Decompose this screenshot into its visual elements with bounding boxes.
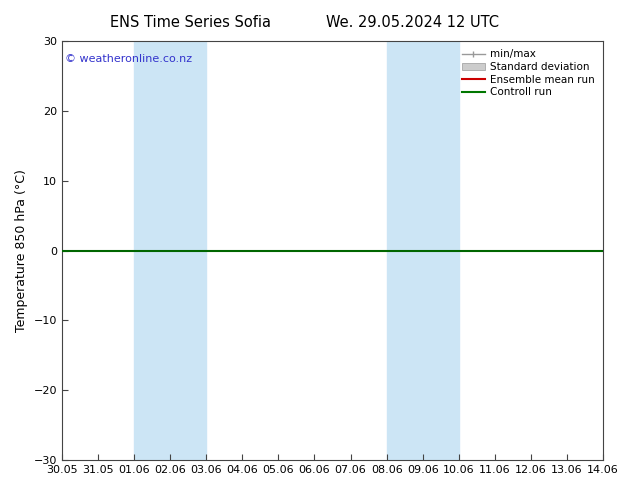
Text: We. 29.05.2024 12 UTC: We. 29.05.2024 12 UTC xyxy=(326,15,498,30)
Bar xyxy=(134,41,206,460)
Text: © weatheronline.co.nz: © weatheronline.co.nz xyxy=(65,53,191,64)
Bar xyxy=(387,41,459,460)
Y-axis label: Temperature 850 hPa (°C): Temperature 850 hPa (°C) xyxy=(15,169,28,332)
Text: ENS Time Series Sofia: ENS Time Series Sofia xyxy=(110,15,271,30)
Legend: min/max, Standard deviation, Ensemble mean run, Controll run: min/max, Standard deviation, Ensemble me… xyxy=(459,46,598,100)
